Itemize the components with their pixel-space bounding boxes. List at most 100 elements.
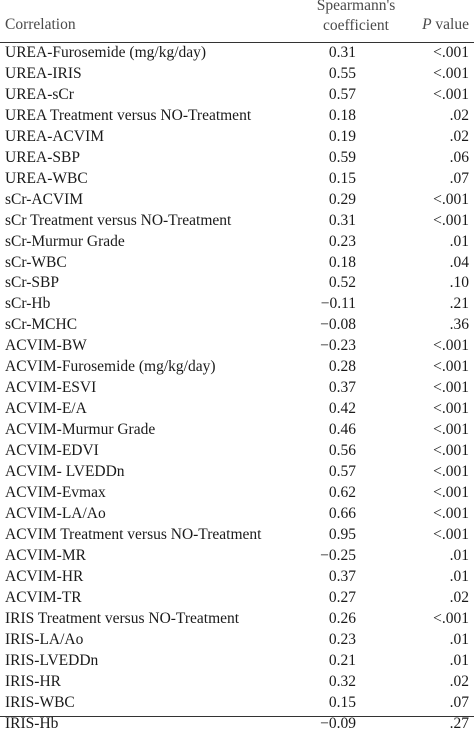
coefficient-cell: 0.57 xyxy=(329,85,356,106)
correlation-name-cell: UREA-ACVIM xyxy=(5,127,104,148)
correlation-name-cell: UREA-Furosemide (mg/kg/day) xyxy=(5,43,206,64)
p-value-cell: <.001 xyxy=(433,441,469,462)
table-row: IRIS-LA/Ao 0.23 .01 xyxy=(0,630,474,651)
p-value-cell: <.001 xyxy=(433,378,469,399)
coefficient-cell: 0.15 xyxy=(329,169,356,190)
correlation-name-cell: ACVIM Treatment versus NO-Treatment xyxy=(5,525,261,546)
p-value-cell: <.001 xyxy=(433,399,469,420)
coefficient-cell: −0.23 xyxy=(320,336,356,357)
table-row: ACVIM-MR−0.25.01 xyxy=(0,546,474,567)
p-value-cell: <.001 xyxy=(433,483,469,504)
header-correlation: Correlation xyxy=(5,16,76,34)
coefficient-cell: 0.23 xyxy=(329,630,356,651)
coefficient-cell: 0.66 xyxy=(329,504,356,525)
coefficient-cell: 0.31 xyxy=(329,211,356,232)
p-value-cell: <.001 xyxy=(433,190,469,211)
correlation-name-cell: ACVIM-LA/Ao xyxy=(5,504,106,525)
correlation-name-cell: ACVIM-E/A xyxy=(5,399,87,420)
p-value-cell: .21 xyxy=(450,294,469,315)
p-value-cell: <.001 xyxy=(433,336,469,357)
coefficient-cell: 0.23 xyxy=(329,232,356,253)
correlation-name-cell: ACVIM-HR xyxy=(5,567,83,588)
p-value-cell: .02 xyxy=(450,672,469,693)
header-p-value: P value xyxy=(422,16,469,34)
correlation-name-cell: ACVIM-Furosemide (mg/kg/day) xyxy=(5,357,216,378)
table-row: UREA-ACVIM 0.19 .02 xyxy=(0,127,474,148)
coefficient-cell: 0.21 xyxy=(329,651,356,672)
p-value-cell: .01 xyxy=(450,630,469,651)
coefficient-cell: 0.31 xyxy=(329,43,356,64)
table-row: UREA-WBC 0.15 .07 xyxy=(0,169,474,190)
coefficient-cell: 0.59 xyxy=(329,148,356,169)
table-row: ACVIM-LA/Ao 0.66 <.001 xyxy=(0,504,474,525)
p-value-cell: .04 xyxy=(450,253,469,274)
coefficient-cell: 0.18 xyxy=(329,106,356,127)
table-row: IRIS-HR 0.32 .02 xyxy=(0,672,474,693)
correlation-name-cell: IRIS-LA/Ao xyxy=(5,630,83,651)
coefficient-cell: 0.95 xyxy=(329,525,356,546)
correlation-name-cell: sCr-ACVIM xyxy=(5,190,83,211)
table-row: ACVIM-Murmur Grade 0.46 <.001 xyxy=(0,420,474,441)
correlation-name-cell: sCr Treatment versus NO-Treatment xyxy=(5,211,231,232)
coefficient-cell: 0.62 xyxy=(329,483,356,504)
correlation-name-cell: ACVIM-ESVI xyxy=(5,378,96,399)
correlation-table: Correlation Spearmann's coefficient P va… xyxy=(0,0,474,718)
p-value-cell: <.001 xyxy=(433,504,469,525)
correlation-name-cell: UREA Treatment versus NO-Treatment xyxy=(5,106,251,127)
header-coefficient: Spearmann's coefficient xyxy=(300,0,412,36)
correlation-name-cell: ACVIM-TR xyxy=(5,588,82,609)
coefficient-cell: 0.19 xyxy=(329,127,356,148)
p-value-cell: <.001 xyxy=(433,85,469,106)
p-value-cell: .02 xyxy=(450,127,469,148)
correlation-name-cell: UREA-IRIS xyxy=(5,64,82,85)
correlation-name-cell: ACVIM-EDVI xyxy=(5,441,99,462)
correlation-name-cell: IRIS-HR xyxy=(5,672,61,693)
table-row: sCr-ACVIM 0.29 <.001 xyxy=(0,190,474,211)
table-row: IRIS-LVEDDn 0.21 .01 xyxy=(0,651,474,672)
coefficient-cell: −0.25 xyxy=(320,546,356,567)
p-value-cell: .01 xyxy=(450,567,469,588)
correlation-name-cell: ACVIM-Murmur Grade xyxy=(5,420,155,441)
coefficient-cell: 0.32 xyxy=(329,672,356,693)
coefficient-cell: 0.26 xyxy=(329,609,356,630)
correlation-name-cell: sCr-Hb xyxy=(5,294,50,315)
p-value-cell: .07 xyxy=(450,169,469,190)
p-value-cell: <.001 xyxy=(433,525,469,546)
table-row: sCr-MCHC−0.08.36 xyxy=(0,315,474,336)
coefficient-cell: 0.29 xyxy=(329,190,356,211)
table-row: ACVIM-ESVI 0.37 <.001 xyxy=(0,378,474,399)
correlation-name-cell: UREA-SBP xyxy=(5,148,80,169)
header-coefficient-line1: Spearmann's xyxy=(300,0,412,16)
coefficient-cell: 0.15 xyxy=(329,693,356,714)
table-row: ACVIM-Furosemide (mg/kg/day)0.28<.001 xyxy=(0,357,474,378)
correlation-name-cell: IRIS-LVEDDn xyxy=(5,651,98,672)
correlation-name-cell: ACVIM- LVEDDn xyxy=(5,462,125,483)
header-p-rest: value xyxy=(432,16,469,33)
coefficient-cell: −0.11 xyxy=(321,294,356,315)
p-value-cell: .01 xyxy=(450,651,469,672)
header-p-italic: P xyxy=(422,16,431,33)
coefficient-cell: 0.37 xyxy=(329,378,356,399)
p-value-cell: <.001 xyxy=(433,420,469,441)
table-header: Correlation Spearmann's coefficient P va… xyxy=(0,0,474,42)
correlation-name-cell: UREA-sCr xyxy=(5,85,74,106)
correlation-name-cell: ACVIM-MR xyxy=(5,546,86,567)
correlation-name-cell: UREA-WBC xyxy=(5,169,88,190)
coefficient-cell: 0.46 xyxy=(329,420,356,441)
correlation-name-cell: sCr-MCHC xyxy=(5,315,77,336)
coefficient-cell: −0.08 xyxy=(320,315,356,336)
correlation-name-cell: sCr-Murmur Grade xyxy=(5,232,125,253)
correlation-name-cell: IRIS Treatment versus NO-Treatment xyxy=(5,609,239,630)
